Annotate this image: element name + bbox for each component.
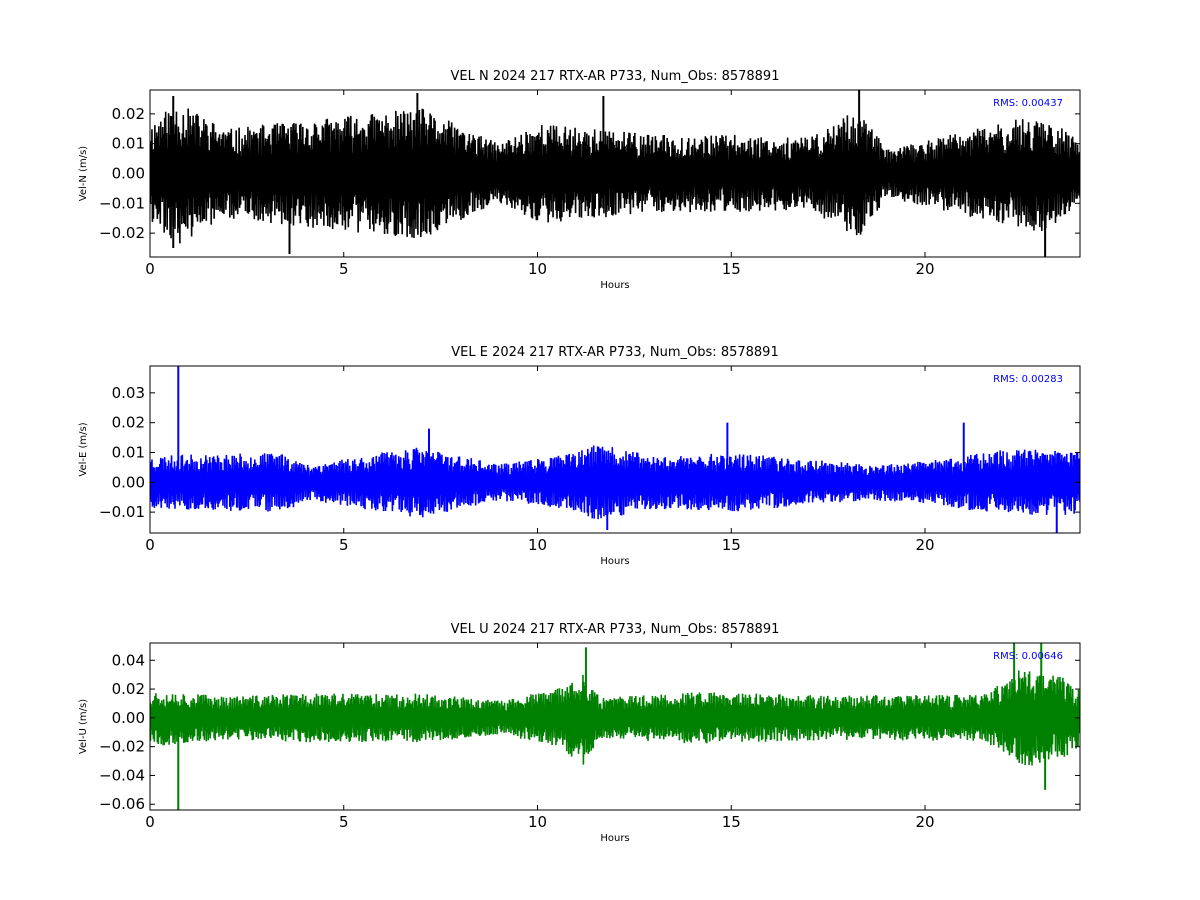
x-tick-label: 5 bbox=[339, 813, 349, 831]
panel-1: VEL N 2024 217 RTX-AR P733, Num_Obs: 857… bbox=[78, 69, 1081, 291]
y-tick-label: −0.02 bbox=[99, 224, 145, 242]
x-tick-label: 10 bbox=[528, 813, 547, 831]
x-tick-label: 15 bbox=[722, 536, 741, 554]
y-tick-label: 0.01 bbox=[112, 443, 145, 461]
axes-frame bbox=[149, 642, 1081, 811]
x-axis-label: Hours bbox=[600, 280, 629, 291]
x-tick-label: 5 bbox=[339, 536, 349, 554]
y-tick-label: 0.04 bbox=[112, 651, 145, 669]
y-tick-label: 0.03 bbox=[112, 384, 145, 402]
rms-annotation: RMS: 0.00283 bbox=[993, 374, 1063, 385]
y-tick-label: 0.01 bbox=[112, 135, 145, 153]
panel-3: VEL U 2024 217 RTX-AR P733, Num_Obs: 857… bbox=[78, 622, 1081, 844]
x-tick-label: 10 bbox=[528, 260, 547, 278]
rms-annotation: RMS: 0.00437 bbox=[993, 98, 1063, 109]
panel-title: VEL E 2024 217 RTX-AR P733, Num_Obs: 857… bbox=[451, 345, 778, 360]
series-line bbox=[150, 670, 1080, 766]
x-tick-label: 20 bbox=[915, 536, 934, 554]
y-tick-label: −0.06 bbox=[99, 795, 145, 813]
y-tick-label: −0.01 bbox=[99, 503, 145, 521]
series-line bbox=[150, 445, 1080, 520]
x-tick-label: 0 bbox=[145, 536, 155, 554]
y-tick-label: −0.01 bbox=[99, 194, 145, 212]
x-tick-label: 20 bbox=[915, 260, 934, 278]
y-axis-label: Vel-N (m/s) bbox=[78, 146, 89, 201]
y-tick-label: 0.02 bbox=[112, 680, 145, 698]
panel-title: VEL N 2024 217 RTX-AR P733, Num_Obs: 857… bbox=[451, 69, 780, 84]
x-axis-label: Hours bbox=[600, 556, 629, 567]
x-tick-label: 0 bbox=[145, 260, 155, 278]
panel-title: VEL U 2024 217 RTX-AR P733, Num_Obs: 857… bbox=[451, 622, 780, 637]
series-line bbox=[150, 108, 1080, 244]
y-tick-label: −0.02 bbox=[99, 738, 145, 756]
x-tick-label: 15 bbox=[722, 813, 741, 831]
rms-annotation: RMS: 0.00646 bbox=[993, 651, 1063, 662]
y-axis-label: Vel-E (m/s) bbox=[78, 422, 89, 476]
x-axis-label: Hours bbox=[600, 833, 629, 844]
y-tick-label: 0.02 bbox=[112, 105, 145, 123]
x-tick-label: 5 bbox=[339, 260, 349, 278]
x-tick-label: 0 bbox=[145, 813, 155, 831]
y-tick-label: −0.04 bbox=[99, 766, 145, 784]
x-tick-label: 20 bbox=[915, 813, 934, 831]
y-tick-label: 0.02 bbox=[112, 414, 145, 432]
y-tick-label: 0.00 bbox=[112, 709, 145, 727]
y-tick-label: 0.00 bbox=[112, 473, 145, 491]
panel-2: VEL E 2024 217 RTX-AR P733, Num_Obs: 857… bbox=[78, 345, 1081, 567]
x-tick-label: 15 bbox=[722, 260, 741, 278]
x-tick-label: 10 bbox=[528, 536, 547, 554]
y-tick-label: 0.00 bbox=[112, 165, 145, 183]
axes-frame bbox=[149, 365, 1081, 534]
y-axis-label: Vel-U (m/s) bbox=[78, 699, 89, 754]
